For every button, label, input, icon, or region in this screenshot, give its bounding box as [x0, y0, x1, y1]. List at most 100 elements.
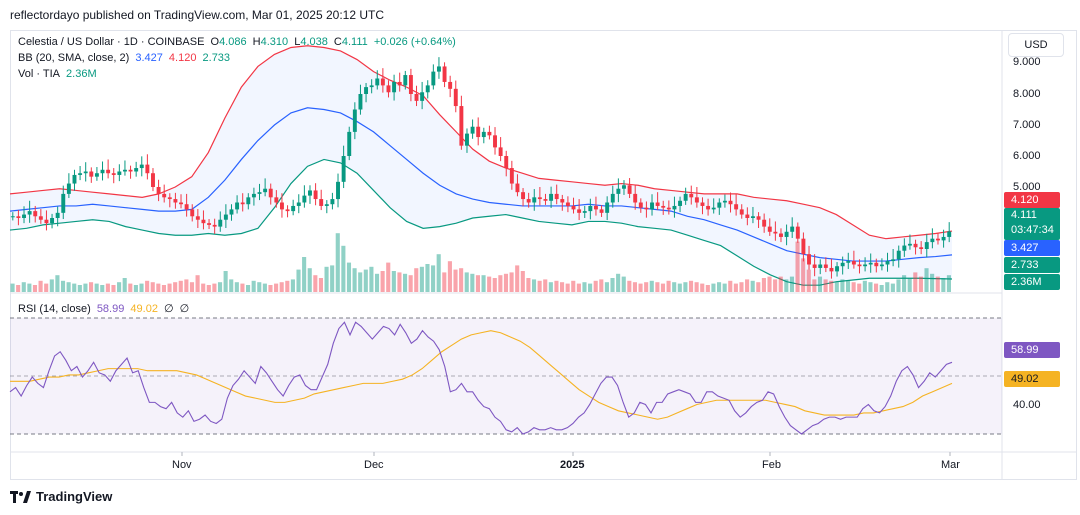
- candle-body: [263, 188, 268, 193]
- volume-bar: [481, 275, 486, 292]
- candle-body: [106, 169, 111, 174]
- volume-bar: [946, 275, 951, 292]
- candle-body: [874, 262, 879, 267]
- price-tick: 9.000: [1013, 56, 1041, 68]
- volume-bar: [565, 283, 570, 292]
- price-tick: 5.000: [1013, 181, 1041, 193]
- bb-legend[interactable]: BB (20, SMA, close, 2) 3.427 4.120 2.733: [18, 52, 233, 64]
- candle-body: [885, 261, 890, 265]
- candle-body: [78, 173, 83, 175]
- rsi-legend[interactable]: RSI (14, close) 58.99 49.02 ∅ ∅: [18, 302, 192, 315]
- volume-bar: [38, 280, 43, 292]
- volume-bar: [492, 278, 497, 292]
- volume-bar: [251, 280, 256, 292]
- high-value: 4.310: [260, 36, 289, 48]
- volume-bar: [133, 285, 138, 292]
- volume-bar: [257, 282, 262, 292]
- volume-bar: [44, 283, 49, 292]
- candle-body: [436, 66, 441, 72]
- volume-legend[interactable]: Vol · TIA 2.36M: [18, 68, 100, 80]
- volume-bar: [711, 283, 716, 292]
- candle-body: [414, 94, 419, 101]
- candle-body: [195, 216, 200, 220]
- volume-bar: [773, 279, 778, 292]
- symbol-title[interactable]: Celestia / US Dollar · 1D · COINBASE: [18, 36, 205, 48]
- currency-button[interactable]: USD: [1008, 33, 1064, 57]
- candle-body: [55, 212, 60, 218]
- volume-bar: [139, 283, 144, 292]
- volume-bar: [688, 280, 694, 292]
- tradingview-footer[interactable]: TradingView: [10, 489, 112, 504]
- candle-body: [767, 226, 772, 232]
- volume-bar: [576, 283, 581, 292]
- candle-body: [930, 238, 935, 243]
- candle-body: [851, 261, 856, 265]
- bb-upper-tag: 4.120: [1004, 192, 1060, 208]
- volume-bar: [918, 276, 923, 292]
- volume-bar: [717, 282, 722, 292]
- candle-body: [863, 264, 868, 267]
- candle-body: [229, 209, 234, 215]
- volume-bar: [313, 275, 318, 292]
- candle-body: [50, 218, 55, 224]
- volume-bar: [117, 282, 122, 292]
- volume-bar: [907, 278, 912, 292]
- candle-body: [22, 214, 26, 218]
- bb-lower-tag: 2.733: [1004, 257, 1060, 273]
- candle-body: [526, 199, 531, 203]
- candle-body: [420, 92, 425, 101]
- candle-body: [644, 207, 649, 210]
- volume-bar: [632, 282, 637, 292]
- candle-body: [498, 147, 503, 156]
- volume-bar: [789, 276, 794, 292]
- rsi-ma-line: [10, 330, 953, 420]
- candle-body: [554, 193, 559, 200]
- candle-body: [279, 202, 284, 210]
- candle-body: [509, 168, 514, 184]
- volume-bar: [296, 269, 301, 292]
- candle-body: [100, 169, 105, 174]
- bb-basis-line: [9, 107, 953, 262]
- volume-bar: [447, 261, 452, 292]
- candle-body: [72, 174, 77, 184]
- candle-body: [683, 193, 688, 201]
- volume-bar: [677, 283, 682, 292]
- candle-body: [801, 238, 806, 255]
- tradingview-logo-icon: [10, 490, 31, 503]
- volume-bar: [380, 271, 385, 292]
- candle-body: [207, 223, 212, 225]
- rsi-tick: 40.00: [1013, 399, 1041, 411]
- volume-bar: [66, 282, 71, 292]
- candle-body: [543, 199, 548, 201]
- open-value: 4.086: [219, 36, 247, 48]
- candle-body: [891, 259, 896, 262]
- volume-bar: [498, 275, 503, 292]
- volume-bar: [150, 282, 155, 292]
- volume-bar: [537, 280, 542, 292]
- candle-body: [913, 243, 918, 248]
- volume-bar: [599, 279, 604, 292]
- candle-body: [425, 85, 430, 93]
- chart-frame[interactable]: [10, 30, 1077, 480]
- candle-body: [588, 205, 593, 212]
- rsi-line: [9, 321, 953, 435]
- candle-body: [846, 261, 851, 263]
- candle-body: [151, 173, 155, 187]
- candle-body: [571, 205, 576, 210]
- volume-bar: [167, 283, 172, 292]
- candle-body: [784, 231, 789, 237]
- candle-body: [565, 202, 570, 206]
- candle-body: [111, 173, 116, 175]
- close-label: C: [333, 36, 342, 48]
- candle-body: [672, 205, 677, 210]
- candle-body: [459, 106, 464, 146]
- candle-body: [145, 164, 150, 174]
- volume-bar: [784, 279, 789, 292]
- candle-body: [599, 209, 604, 213]
- volume-bar: [60, 280, 66, 292]
- candle-body: [829, 267, 834, 272]
- candle-body: [947, 231, 952, 237]
- volume-bar: [616, 273, 621, 292]
- candle-body: [302, 195, 307, 203]
